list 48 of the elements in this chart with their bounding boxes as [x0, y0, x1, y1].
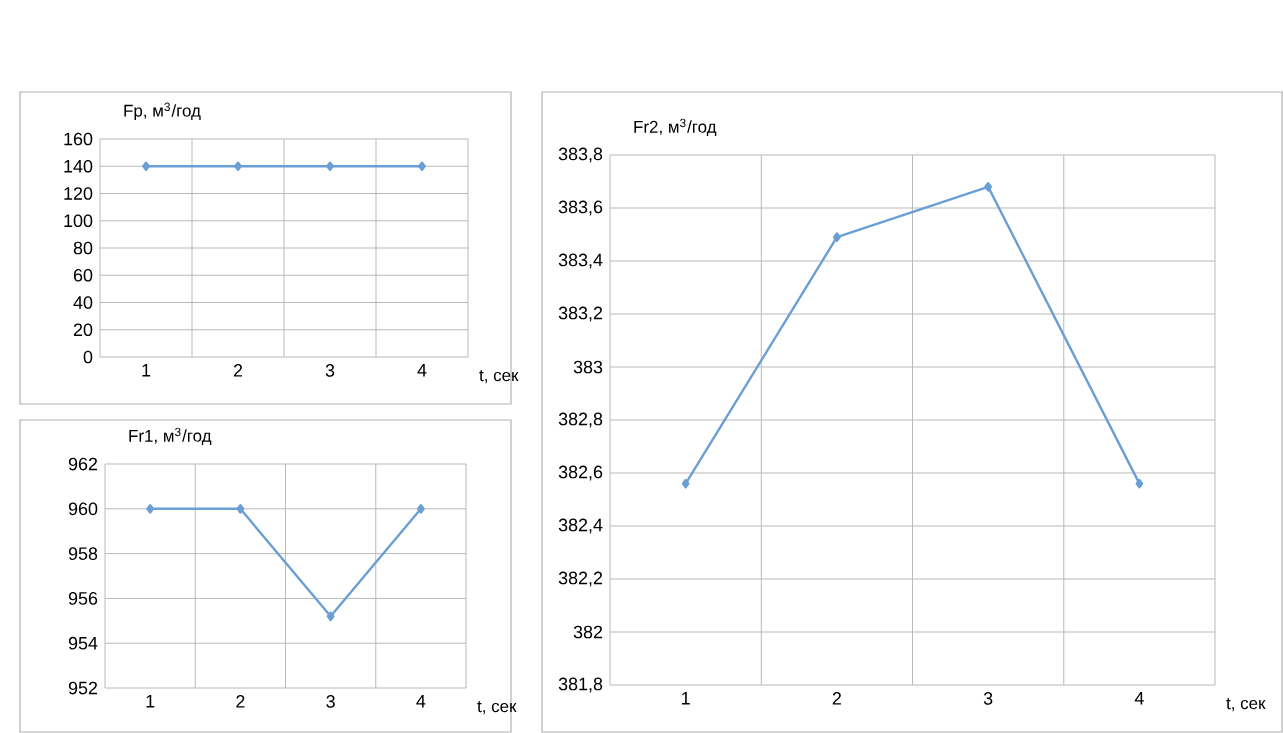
- y-tick-label: 382: [573, 625, 603, 639]
- y-tick-label: 140: [64, 159, 93, 173]
- y-tick-label: 383,2: [558, 306, 603, 322]
- y-tick-label: 382,4: [558, 518, 603, 534]
- y-tick-label: 382,6: [558, 465, 603, 481]
- y-tick-label: 0: [83, 350, 93, 364]
- x-axis-title: t, сек: [1226, 698, 1266, 712]
- y-tick-label: 383,8: [558, 147, 603, 163]
- x-tick-label: 1: [146, 695, 155, 708]
- y-tick-label: 20: [73, 323, 93, 337]
- y-tick-label: 962: [68, 457, 98, 471]
- point: [681, 478, 690, 489]
- x-tick-label: 3: [326, 695, 335, 708]
- x-tick-label: 2: [233, 364, 243, 377]
- y-tick-label: 381,8: [558, 677, 603, 693]
- chart-title: Fr1, м$^{3}$/год: [129, 427, 212, 446]
- x-tick-label: 3: [983, 692, 993, 705]
- x-tick-label: 1: [142, 364, 151, 377]
- x-tick-label: 3: [325, 364, 335, 377]
- x-tick-label: 4: [417, 364, 427, 377]
- y-tick-label: 60: [73, 268, 93, 282]
- y-tick-label: 383,4: [558, 253, 603, 269]
- y-tick-label: 952: [68, 681, 98, 695]
- y-tick-label: 40: [73, 296, 93, 309]
- y-tick-label: 160: [64, 132, 93, 146]
- chart-title: Fr2, м$^{3}$/год: [634, 118, 717, 137]
- point: [984, 182, 993, 192]
- point: [1135, 478, 1144, 489]
- y-tick-label: 382,2: [558, 571, 603, 587]
- y-tick-label: 382,8: [558, 412, 603, 428]
- y-tick-label: 956: [68, 592, 98, 605]
- y-tick-label: 954: [68, 636, 98, 650]
- x-axis-title: t, сек: [479, 370, 519, 384]
- x-tick-label: 2: [236, 695, 245, 708]
- x-tick-label: 1: [682, 692, 690, 705]
- x-tick-label: 2: [832, 692, 841, 705]
- y-tick-label: 120: [64, 187, 93, 200]
- x-tick-label: 4: [1134, 692, 1144, 705]
- x-tick-label: 4: [416, 695, 426, 708]
- chart-title: Fр, м$^{3}$/год: [124, 102, 201, 120]
- y-tick-label: 383,6: [558, 200, 603, 216]
- point: [832, 232, 841, 242]
- y-tick-label: 80: [73, 241, 93, 255]
- y-tick-label: 100: [64, 214, 93, 228]
- y-tick-label: 960: [68, 502, 98, 516]
- y-tick-label: 383: [573, 360, 603, 374]
- x-axis-title: t, сек: [477, 701, 517, 715]
- y-tick-label: 958: [68, 547, 98, 560]
